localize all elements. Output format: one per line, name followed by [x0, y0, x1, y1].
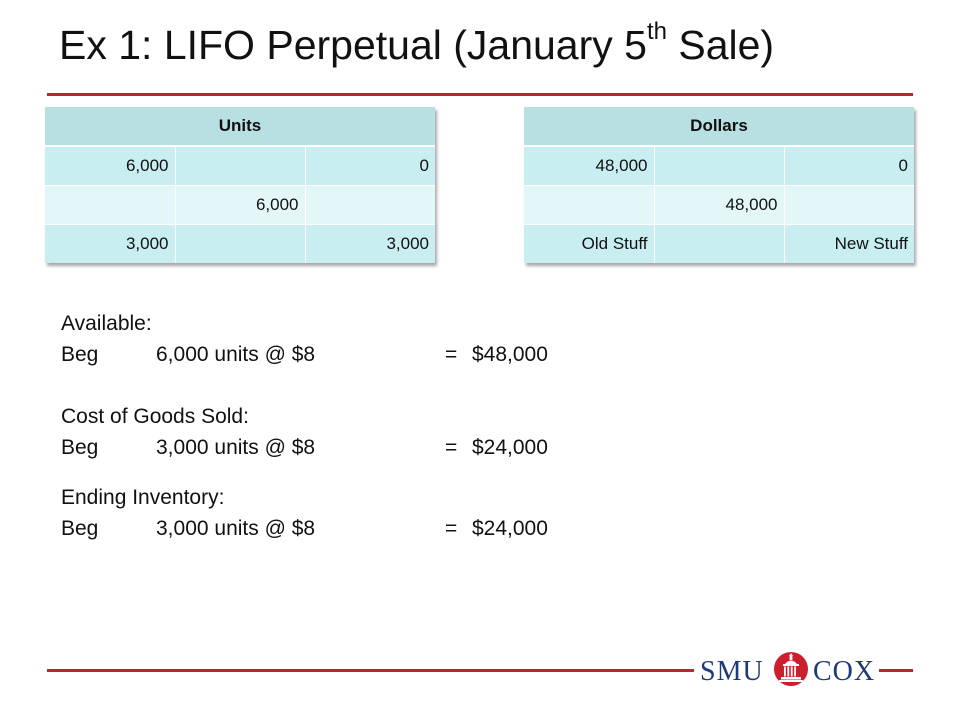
- dollars-cell: [654, 146, 785, 186]
- table-row: Old Stuff New Stuff: [524, 224, 914, 263]
- units-cell: 0: [305, 146, 435, 186]
- table-row: 6,000 0: [45, 146, 435, 186]
- line-equals: =: [445, 517, 458, 540]
- units-cell: 3,000: [305, 224, 435, 263]
- inventory-summary: Available: Beg 6,000 units @ $8 = $48,00…: [61, 308, 548, 544]
- ending-line: Beg 3,000 units @ $8 = $24,000: [61, 513, 548, 544]
- line-detail: 3,000 units @ $8: [156, 436, 316, 459]
- footer-divider-left: [47, 669, 694, 672]
- line-equals: =: [445, 436, 458, 459]
- line-label: Beg: [61, 517, 99, 540]
- table-row: 6,000: [45, 185, 435, 225]
- table-row: 3,000 3,000: [45, 224, 435, 263]
- slide-title-main: Ex 1: LIFO Perpetual (January 5: [59, 22, 647, 68]
- slide-title: Ex 1: LIFO Perpetual (January 5th Sale): [59, 20, 775, 69]
- slide-title-suffix: Sale): [666, 22, 775, 68]
- logo-cox-text: COX: [813, 656, 876, 687]
- dollars-cell: [784, 185, 914, 225]
- dollars-table: Dollars 48,000 0 48,000 Old Stuff New St…: [524, 107, 914, 263]
- units-cell: [175, 146, 306, 186]
- dollars-cell: [524, 185, 655, 225]
- dollars-cell: 48,000: [524, 146, 655, 186]
- slide-title-superscript: th: [646, 18, 667, 45]
- dollars-cell: 0: [784, 146, 914, 186]
- table-row: 48,000 0: [524, 146, 914, 186]
- cogs-line: Beg 3,000 units @ $8 = $24,000: [61, 432, 548, 463]
- line-label: Beg: [61, 436, 99, 459]
- line-amount: $24,000: [472, 517, 548, 540]
- line-label: Beg: [61, 343, 99, 366]
- units-table-header: Units: [45, 107, 435, 147]
- line-amount: $48,000: [472, 343, 548, 366]
- dollars-cell: 48,000: [654, 185, 785, 225]
- units-cell: [175, 224, 306, 263]
- line-amount: $24,000: [472, 436, 548, 459]
- dollars-cell: Old Stuff: [524, 224, 655, 263]
- available-heading: Available:: [61, 312, 152, 335]
- table-row: 48,000: [524, 185, 914, 225]
- footer-divider-right: [879, 669, 913, 672]
- available-line: Beg 6,000 units @ $8 = $48,000: [61, 339, 548, 370]
- line-equals: =: [445, 343, 458, 366]
- line-detail: 6,000 units @ $8: [156, 343, 316, 366]
- logo-smu-text: SMU: [700, 656, 764, 687]
- cogs-heading: Cost of Goods Sold:: [61, 405, 249, 428]
- units-cell: [305, 185, 435, 225]
- smu-cox-logo: SMU COX: [700, 648, 876, 690]
- dollars-cell: New Stuff: [784, 224, 914, 263]
- units-cell: [45, 185, 176, 225]
- smu-building-seal-icon: [774, 652, 808, 686]
- dollars-cell: [654, 224, 785, 263]
- ending-heading: Ending Inventory:: [61, 486, 225, 509]
- units-table: Units 6,000 0 6,000 3,000 3,000: [45, 107, 435, 263]
- line-detail: 3,000 units @ $8: [156, 517, 316, 540]
- units-cell: 6,000: [175, 185, 306, 225]
- title-divider: [47, 93, 913, 96]
- dollars-table-header: Dollars: [524, 107, 914, 147]
- units-cell: 3,000: [45, 224, 176, 263]
- units-cell: 6,000: [45, 146, 176, 186]
